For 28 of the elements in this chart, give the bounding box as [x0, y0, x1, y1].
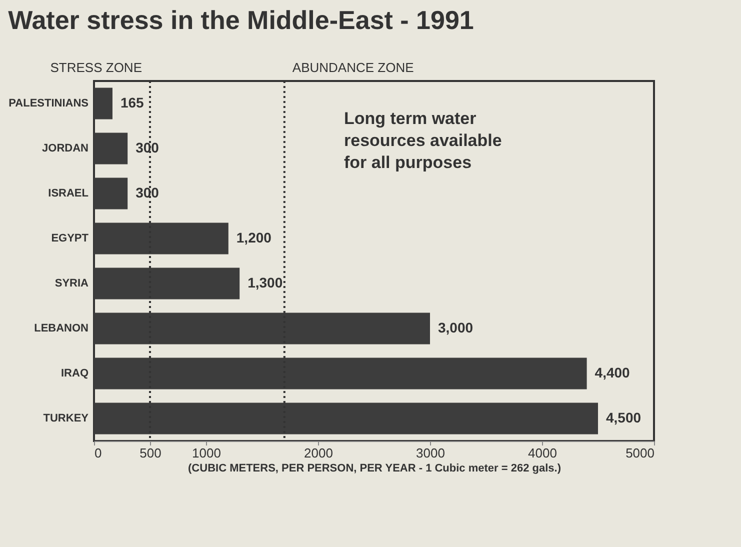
x-tick-label: 0 [94, 446, 102, 460]
data-label: 165 [120, 94, 144, 110]
x-tick-label: 5000 [626, 446, 654, 460]
annotation: Long term water resources available for all purposes [344, 109, 502, 172]
x-tick-label: 1000 [192, 446, 221, 460]
ref-line-label: ABUNDANCE ZONE [292, 60, 414, 75]
data-label: 1,300 [248, 274, 283, 290]
y-tick-label: ISRAEL [48, 188, 89, 200]
y-tick-label: IRAQ [61, 368, 89, 380]
x-tick-label: 4000 [528, 446, 557, 460]
y-tick-label: LEBANON [34, 322, 89, 334]
y-tick-label: PALESTINIANS [8, 98, 88, 110]
data-label: 3,000 [438, 320, 474, 336]
y-tick-label: TURKEY [43, 412, 90, 424]
data-label: 4,400 [594, 364, 630, 380]
chart-title: Water stress in the Middle-East - 1991 [8, 5, 474, 35]
x-tick-label: 500 [140, 446, 162, 460]
x-tick-label: 2000 [304, 446, 333, 460]
data-label: 4,500 [606, 410, 642, 426]
y-tick-label: EGYPT [51, 232, 89, 244]
y-tick-label: SYRIA [54, 278, 89, 290]
x-axis-title: (CUBIC METERS, PER PERSON, PER YEAR - 1 Cubic meter = 262 gals.) [188, 462, 562, 474]
data-label: 1,200 [236, 230, 272, 246]
x-tick-label: 3000 [416, 446, 445, 460]
data-label: 300 [136, 184, 160, 200]
data-label: 300 [136, 140, 160, 156]
y-tick-label: JORDAN [42, 142, 89, 154]
ref-line-label: STRESS ZONE [50, 60, 142, 75]
